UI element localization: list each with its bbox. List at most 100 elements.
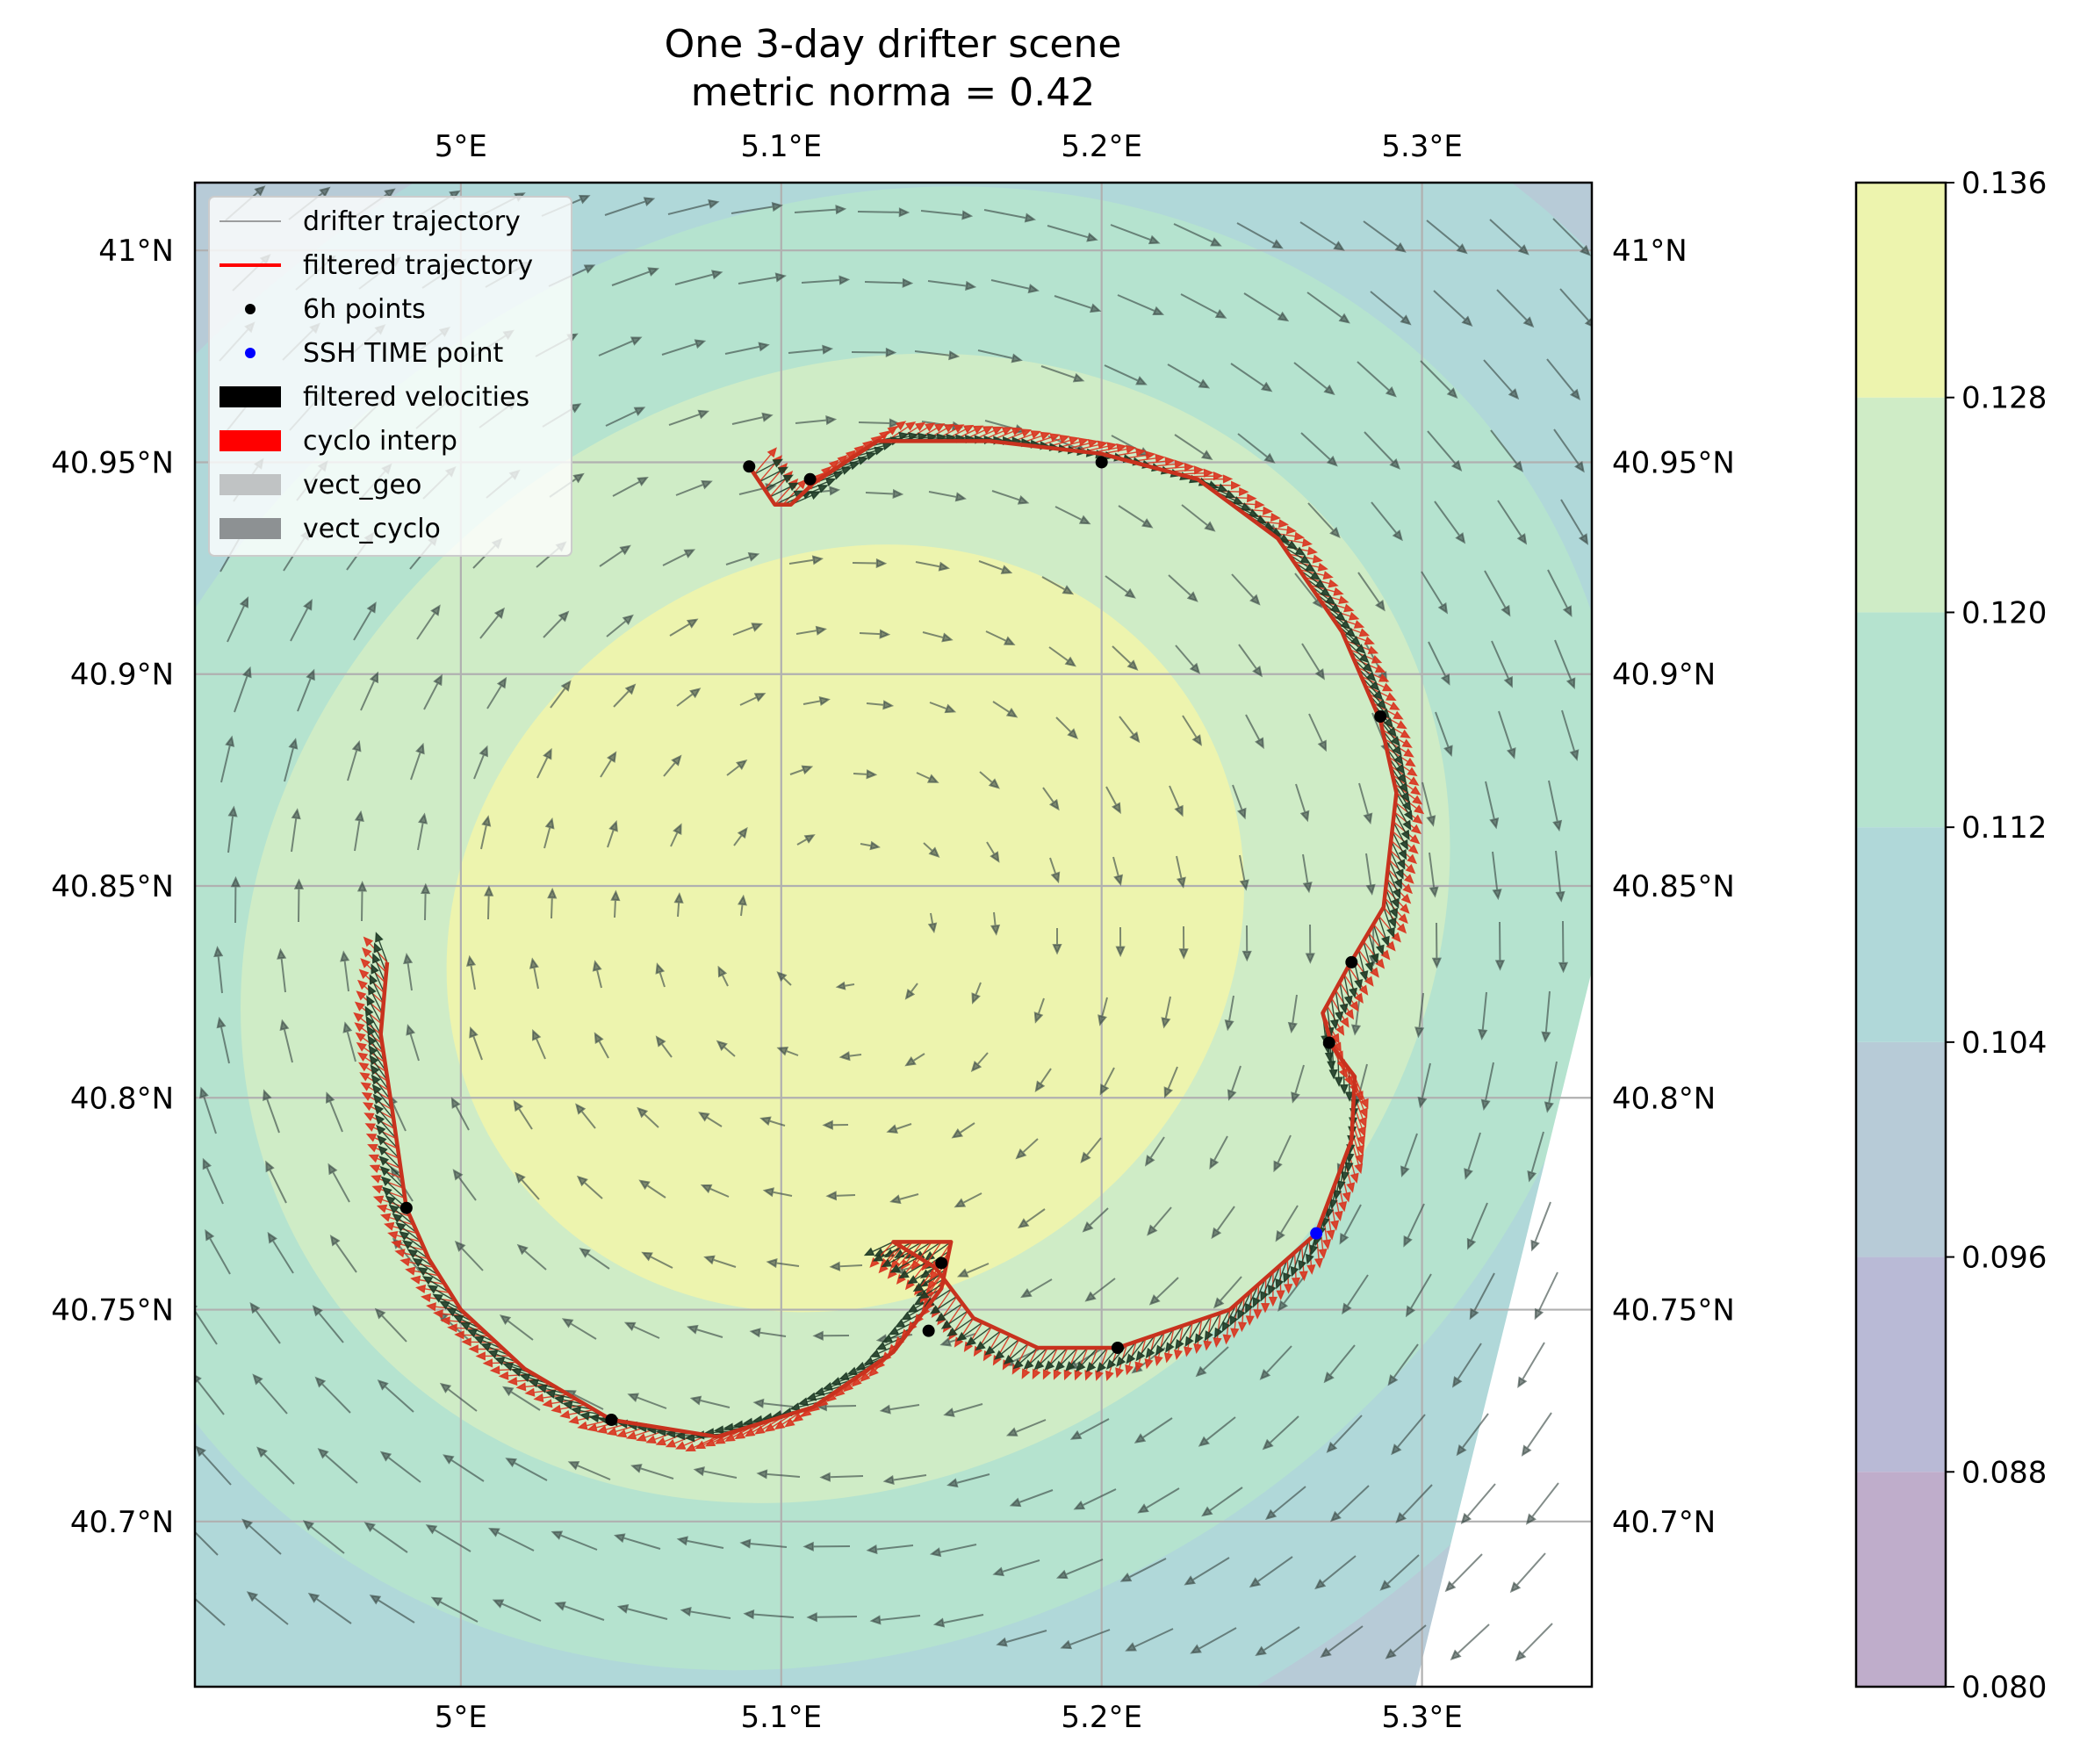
field-arrow [825, 1191, 856, 1201]
field-arrow [739, 693, 767, 706]
filtered-velocity-arrow [379, 1165, 405, 1189]
field-arrow [1055, 1559, 1104, 1580]
y-tick-label-left: 40.9°N [70, 658, 174, 693]
six-hour-point [605, 1414, 618, 1427]
field-arrow [1238, 644, 1263, 678]
field-arrow [347, 739, 362, 781]
cyclo-interp-arrow [551, 1403, 586, 1414]
field-arrow [759, 1116, 786, 1127]
field-arrow [1391, 1414, 1426, 1456]
field-arrow [1015, 1138, 1039, 1160]
field-arrow [1484, 570, 1511, 617]
field-arrow [1195, 1346, 1229, 1378]
colorbar: 0.080 0.088 0.096 0.104 0.112 0.120 0.128 0.136 [1854, 166, 2047, 1705]
field-arrow [1278, 1275, 1306, 1312]
field-arrow [1342, 1274, 1369, 1315]
field-arrow [802, 1541, 851, 1552]
colorbar-frame [1854, 181, 1947, 1688]
filtered-velocity-arrow [1003, 1343, 1029, 1365]
legend-label: vect_cyclo [303, 514, 441, 544]
field-arrow [1295, 783, 1310, 823]
legend-entry-vgeo: vect_geo [220, 470, 421, 500]
filtered-velocity-arrow [378, 1145, 401, 1170]
field-arrow [978, 560, 1013, 574]
cyclo-interp-arrow [1325, 608, 1360, 621]
field-arrow [762, 1187, 793, 1198]
field-arrow [406, 1024, 420, 1062]
field-arrow [914, 350, 961, 361]
field-arrow [379, 1451, 421, 1483]
field-arrow [450, 1097, 470, 1131]
filtered-velocity-arrow [1175, 1321, 1193, 1350]
cyclo-interp-arrow [1360, 675, 1393, 692]
legend-label: SSH TIME point [303, 338, 503, 369]
field-arrow [1530, 1201, 1551, 1252]
field-arrow [554, 1601, 605, 1621]
field-arrow [220, 735, 235, 783]
field-arrow [1034, 1068, 1052, 1092]
field-arrow [1428, 641, 1450, 686]
field-arrow [1173, 223, 1222, 247]
cyclo-interp-arrow [1299, 569, 1334, 580]
filtered-velocity-arrow [907, 1266, 936, 1285]
field-arrow [943, 1403, 983, 1417]
y-tick-label-left: 40.8°N [70, 1081, 174, 1116]
cyclo-interp-arrow [1350, 1140, 1364, 1175]
field-arrow [1237, 433, 1276, 464]
six-hour-point [1111, 1341, 1124, 1354]
filtered-velocity-arrow [1116, 1341, 1137, 1367]
cyclo-interp-arrow [1392, 830, 1419, 854]
field-arrow [1054, 295, 1102, 313]
field-arrow [689, 1395, 731, 1408]
field-arrow [990, 279, 1040, 294]
field-arrow [567, 1461, 611, 1480]
field-arrow [739, 1538, 788, 1549]
field-arrow [499, 1314, 534, 1341]
field-arrow [1464, 1132, 1481, 1180]
field-arrow [726, 759, 748, 776]
cyclo-interp-arrow [394, 1249, 429, 1260]
y-tick-label-right: 40.95°N [1612, 445, 1735, 480]
field-arrow [864, 277, 914, 288]
field-arrow [743, 1609, 795, 1620]
field-arrow [1052, 927, 1062, 955]
field-arrow [1466, 1202, 1488, 1250]
filtered-velocity-arrow [935, 1303, 963, 1322]
legend-swatch [220, 518, 281, 539]
field-arrow [1084, 1278, 1116, 1302]
filtered-velocity-arrow [1393, 821, 1408, 851]
field-arrow [1134, 1417, 1173, 1444]
field-arrow [195, 1530, 219, 1556]
field-arrow [766, 1258, 800, 1269]
cyclo-interp-arrow [1293, 561, 1328, 572]
cyclo-interp-arrow [782, 479, 807, 506]
filtered-velocity-arrow [881, 1251, 910, 1268]
legend-entry-traj: drifter trajectory [220, 206, 521, 237]
field-arrow [227, 596, 249, 643]
field-arrow [1363, 220, 1407, 253]
six-hour-point [1374, 709, 1387, 723]
field-arrow [668, 409, 710, 426]
legend-swatch [245, 348, 256, 358]
chart-title: One 3-day drifter scene [665, 22, 1122, 67]
field-arrow [1365, 853, 1376, 896]
cyclo-interp-arrow [1372, 702, 1404, 720]
field-arrow [886, 1123, 912, 1134]
field-arrow [1249, 1556, 1293, 1588]
field-arrow [756, 1469, 801, 1480]
field-arrow [829, 1261, 863, 1271]
field-arrow [317, 1448, 358, 1484]
field-arrow [1554, 639, 1576, 689]
field-arrow [513, 1099, 533, 1130]
field-arrow [822, 1120, 849, 1130]
cyclo-interp-arrow [559, 1408, 594, 1419]
field-arrow [1209, 1135, 1228, 1170]
field-arrow [466, 954, 477, 990]
field-arrow [1262, 1415, 1299, 1451]
cyclo-interp-arrow [1349, 649, 1383, 664]
y-tick-label-left: 40.85°N [51, 869, 174, 904]
field-arrow [325, 1091, 343, 1133]
field-arrow [543, 610, 570, 638]
x-tick-label-top: 5.2°E [1061, 129, 1142, 164]
colorbar-tick-label: 0.112 [1961, 810, 2047, 846]
